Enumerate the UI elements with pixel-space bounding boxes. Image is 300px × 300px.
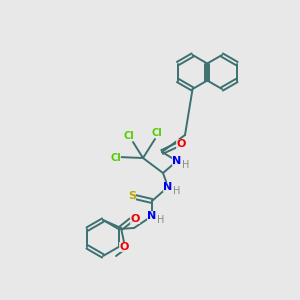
Text: Cl: Cl — [111, 153, 122, 163]
Text: O: O — [176, 139, 186, 149]
Text: H: H — [157, 215, 165, 225]
Text: H: H — [182, 160, 190, 170]
Text: O: O — [130, 214, 140, 224]
Text: H: H — [173, 186, 181, 196]
Text: N: N — [164, 182, 172, 192]
Text: N: N — [172, 156, 182, 166]
Text: Cl: Cl — [152, 128, 162, 138]
Text: N: N — [147, 211, 157, 221]
Text: O: O — [119, 242, 129, 252]
Text: S: S — [128, 191, 136, 201]
Text: Cl: Cl — [124, 131, 134, 141]
